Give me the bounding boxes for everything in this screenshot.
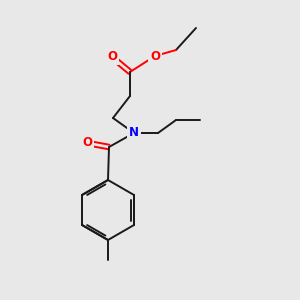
- Text: O: O: [107, 50, 117, 64]
- Text: O: O: [150, 50, 160, 62]
- Text: N: N: [129, 127, 139, 140]
- Text: O: O: [82, 136, 92, 149]
